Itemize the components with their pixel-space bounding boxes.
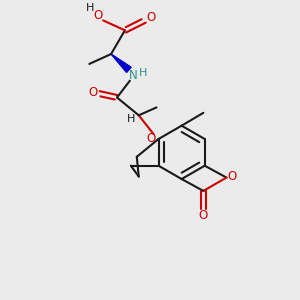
Text: O: O (94, 9, 103, 22)
Text: O: O (146, 131, 155, 145)
Text: H: H (139, 68, 147, 78)
Text: O: O (228, 170, 237, 183)
Polygon shape (111, 54, 131, 72)
Text: O: O (199, 209, 208, 222)
Text: O: O (89, 86, 98, 99)
Text: H: H (127, 114, 135, 124)
Text: O: O (146, 11, 155, 24)
Text: N: N (128, 69, 137, 82)
Text: H: H (86, 3, 94, 13)
